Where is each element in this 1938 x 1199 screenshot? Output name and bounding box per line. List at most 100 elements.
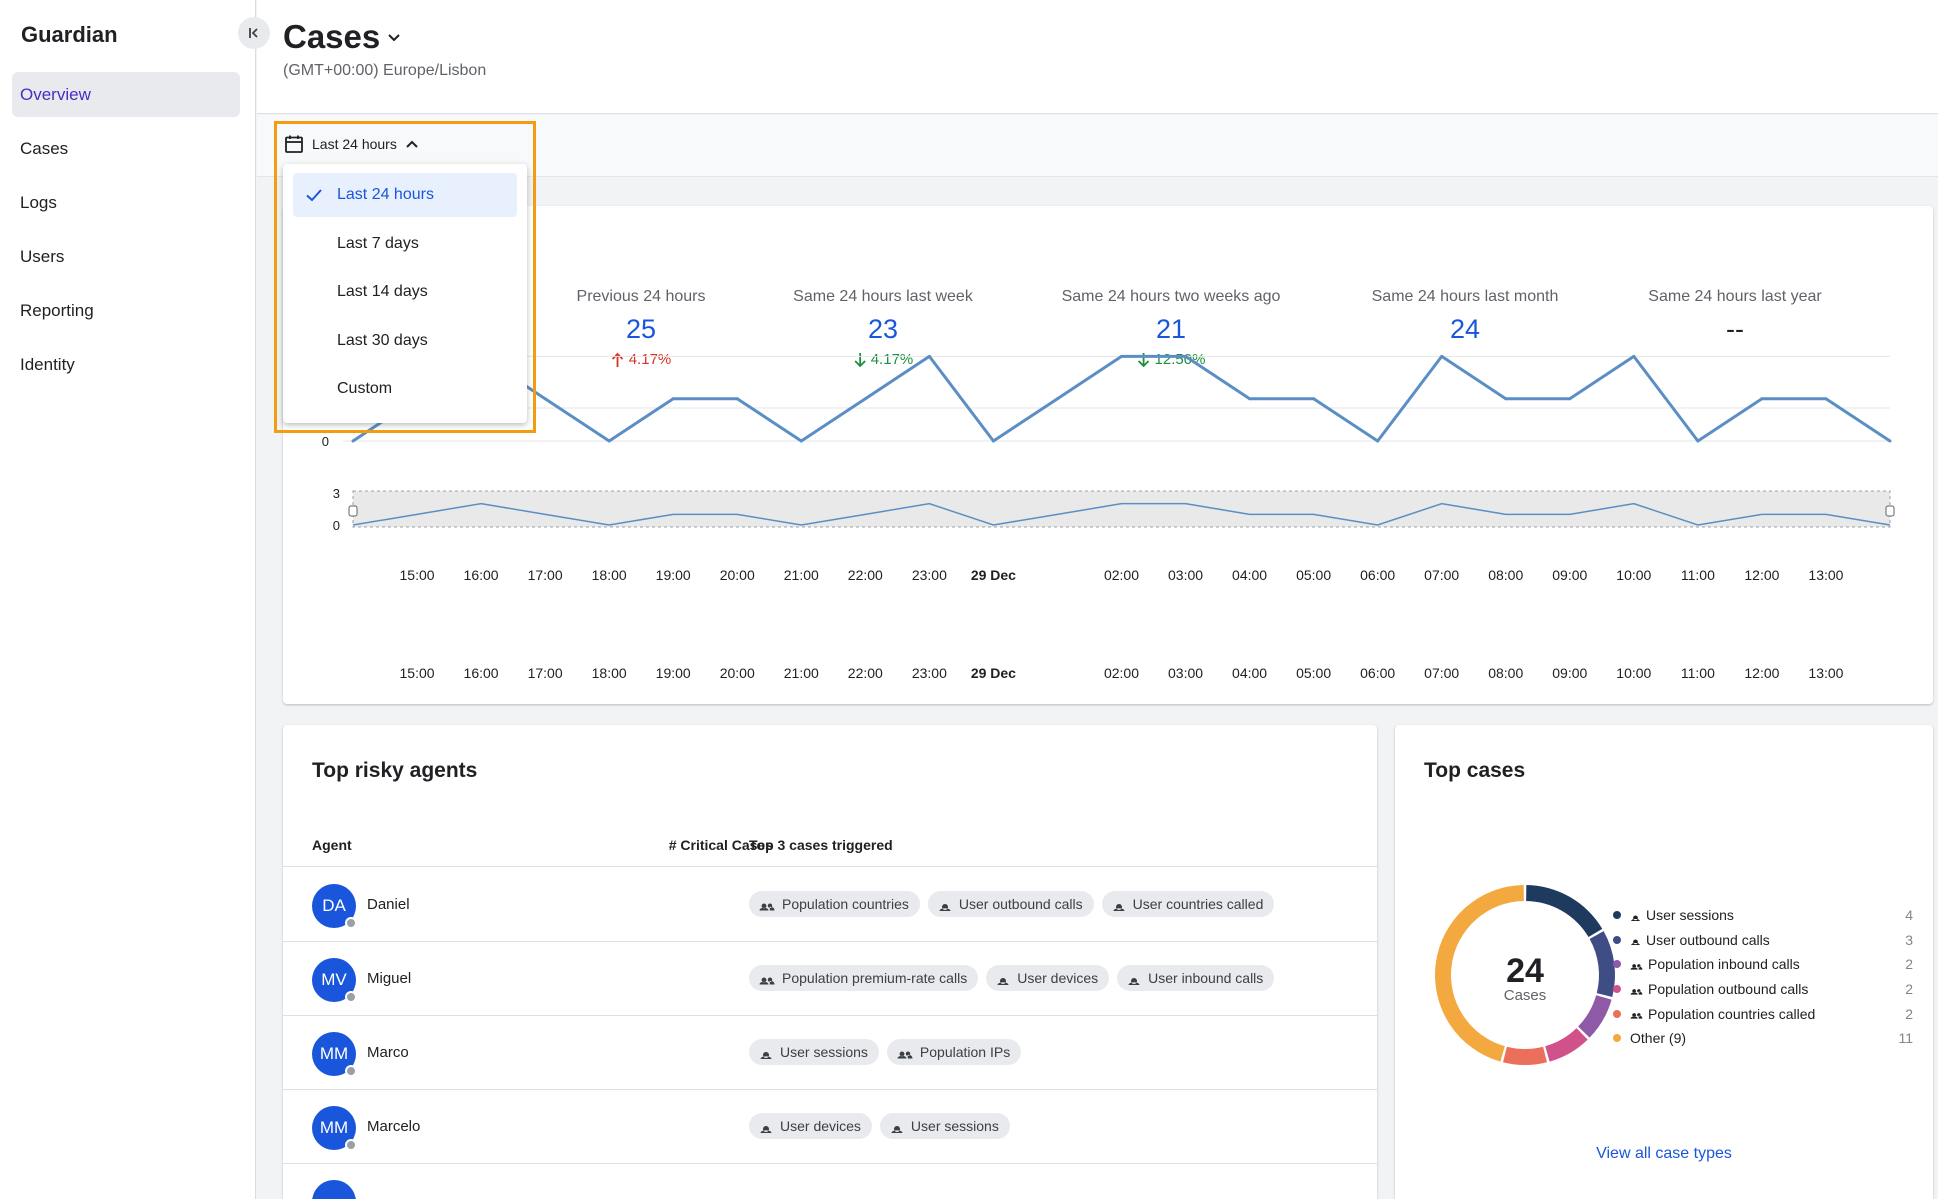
case-chips: Population premium-rate calls User device… xyxy=(749,965,1275,991)
comparison-label: Same 24 hours last week xyxy=(793,288,973,305)
donut-slice[interactable] xyxy=(1545,1028,1588,1062)
view-all-case-types-link[interactable]: View all case types xyxy=(1596,1145,1732,1162)
case-chip[interactable]: User outbound calls xyxy=(927,891,1094,917)
case-chip[interactable]: User sessions xyxy=(879,1113,1010,1139)
x-tick-label: 16:00 xyxy=(464,567,499,583)
donut-total-label: Cases xyxy=(1504,987,1547,1004)
menu-item-label: Last 7 days xyxy=(337,234,419,252)
case-chip[interactable]: User sessions xyxy=(749,1039,879,1065)
legend-count: 4 xyxy=(1905,907,1913,924)
data-point xyxy=(991,439,995,443)
legend-item[interactable]: User outbound calls 3 xyxy=(1613,928,1913,953)
comparison-change: 4.17% xyxy=(793,351,973,368)
check-icon xyxy=(306,189,322,202)
comparison-previous: Previous 24 hours 25 4.17% xyxy=(577,288,706,368)
menu-item-last-30-days[interactable]: Last 30 days xyxy=(293,319,517,363)
x-tick-label: 11:00 xyxy=(1681,567,1715,583)
agent-row[interactable]: MVMiguel3Population premium-rate callsUs… xyxy=(283,942,1377,1016)
sidebar-item-cases[interactable]: Cases xyxy=(20,138,69,158)
case-chip[interactable]: User devices xyxy=(749,1113,872,1139)
calendar-icon xyxy=(285,135,303,153)
legend-item[interactable]: Other (9) 11 xyxy=(1613,1026,1913,1051)
donut-slice[interactable] xyxy=(1526,885,1603,938)
legend-item[interactable]: User sessions 4 xyxy=(1613,903,1913,928)
menu-item-last-14-days[interactable]: Last 14 days xyxy=(293,270,517,314)
group-icon xyxy=(897,1051,913,1059)
navigator-handle[interactable] xyxy=(1885,505,1895,517)
donut-slice[interactable] xyxy=(1503,1046,1547,1065)
navigator-window[interactable] xyxy=(352,490,1891,528)
menu-item-label: Custom xyxy=(337,380,393,397)
sidebar-item-overview[interactable]: Overview xyxy=(12,72,240,117)
page-title[interactable]: Cases xyxy=(283,18,402,56)
sidebar-item-logs[interactable]: Logs xyxy=(20,192,57,212)
case-chip[interactable]: Population premium-rate calls xyxy=(749,965,979,991)
data-point xyxy=(927,354,931,358)
legend-item[interactable]: Population inbound calls 2 xyxy=(1613,952,1913,977)
date-range-selected: Last 24 hours xyxy=(312,136,397,152)
data-point xyxy=(1440,354,1444,358)
navigator-x-tick-label: 13:00 xyxy=(1808,665,1843,681)
data-point xyxy=(543,397,547,401)
legend-item[interactable]: Population countries called 2 xyxy=(1613,1001,1913,1026)
case-chip[interactable]: User inbound calls xyxy=(1117,965,1275,991)
sidebar-item-reporting[interactable]: Reporting xyxy=(20,300,94,320)
case-chip[interactable]: User countries called xyxy=(1101,891,1275,917)
cases-trend-chart[interactable]: 0215:0016:0017:0018:0019:0020:0021:0022:… xyxy=(283,206,1933,704)
group-icon xyxy=(1630,964,1643,970)
agent-name: Miguel xyxy=(367,970,412,987)
x-tick-label: 13:00 xyxy=(1808,567,1843,583)
x-tick-label: 20:00 xyxy=(720,567,755,583)
x-tick-label: 06:00 xyxy=(1360,567,1395,583)
x-tick-label: 22:00 xyxy=(848,567,883,583)
data-point xyxy=(351,439,355,443)
case-chip[interactable]: Population countries xyxy=(749,891,920,917)
filter-bar xyxy=(257,115,1938,177)
menu-item-custom[interactable]: Custom xyxy=(293,367,517,411)
app-name: Guardian xyxy=(21,22,118,47)
case-chip[interactable]: Population IPs xyxy=(886,1039,1022,1065)
legend-item[interactable]: Population outbound calls 2 xyxy=(1613,977,1913,1002)
status-dot xyxy=(345,1065,357,1077)
menu-item-last-7-days[interactable]: Last 7 days xyxy=(293,222,517,266)
donut-slice[interactable] xyxy=(1435,885,1524,1062)
data-point xyxy=(1376,439,1380,443)
person-icon xyxy=(1113,904,1125,911)
menu-item-last-24-hours[interactable]: Last 24 hours xyxy=(293,173,517,217)
legend-icon-wrap xyxy=(1630,1008,1643,1019)
collapse-sidebar-button[interactable] xyxy=(238,17,270,49)
legend-icon-wrap xyxy=(1630,984,1643,995)
legend-label: Other (9) xyxy=(1630,1030,1687,1047)
chevron-down-icon xyxy=(388,34,400,42)
navigator-x-tick-label: 02:00 xyxy=(1104,665,1139,681)
date-range-dropdown[interactable]: Last 24 hours xyxy=(284,131,419,157)
navigator-x-tick-label: 21:00 xyxy=(784,665,819,681)
status-dot xyxy=(345,1139,357,1151)
x-tick-label: 19:00 xyxy=(656,567,691,583)
navigator-handle[interactable] xyxy=(348,505,358,517)
case-chip-label: Population premium-rate calls xyxy=(782,970,968,986)
arrow-down-icon xyxy=(854,352,866,367)
sidebar-item-identity[interactable]: Identity xyxy=(20,354,75,374)
legend-label: Population countries called xyxy=(1648,1005,1816,1022)
x-tick-label: 03:00 xyxy=(1168,567,1203,583)
data-point xyxy=(1184,354,1188,358)
group-icon xyxy=(759,977,775,985)
data-point xyxy=(863,397,867,401)
donut-slice[interactable] xyxy=(1578,995,1612,1038)
sidebar-item-users[interactable]: Users xyxy=(20,246,65,266)
legend-icon-wrap xyxy=(1630,910,1641,921)
case-chip[interactable]: User devices xyxy=(986,965,1110,991)
legend-swatch xyxy=(1613,935,1621,944)
person-icon xyxy=(760,1052,772,1059)
donut-slice[interactable] xyxy=(1589,931,1615,997)
case-chips: User devices User sessions xyxy=(749,1113,1010,1139)
change-percent: 4.17% xyxy=(628,351,672,368)
case-chip-label: Population IPs xyxy=(919,1044,1011,1060)
legend-icon-wrap xyxy=(1630,934,1641,946)
change-percent: 4.17% xyxy=(870,351,914,368)
